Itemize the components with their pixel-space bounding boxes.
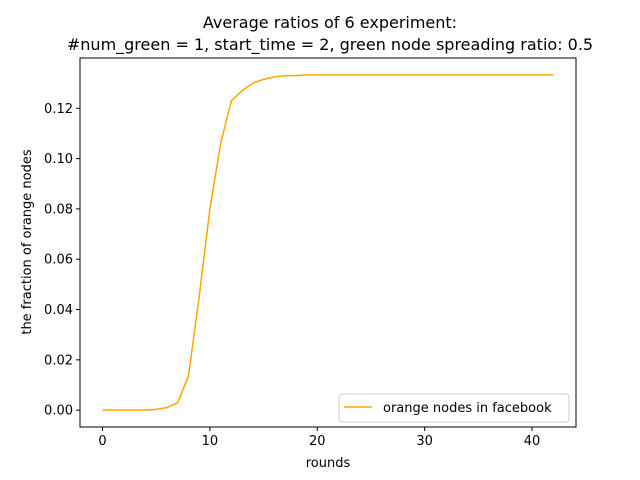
legend-entry-orange-nodes: orange nodes in facebook	[383, 401, 552, 416]
chart-title-line-2: #num_green = 1, start_time = 2, green no…	[67, 35, 593, 55]
x-tick-label: 30	[416, 434, 433, 449]
x-tick-label: 40	[524, 434, 541, 449]
series-line-0	[102, 74, 554, 411]
axes-frame	[79, 57, 577, 428]
y-tick-label: 0.12	[44, 102, 73, 117]
y-tick-label: 0.10	[44, 152, 73, 167]
y-tick-label: 0.00	[44, 404, 73, 419]
x-axis-label: rounds	[306, 456, 351, 471]
y-tick-label: 0.02	[44, 353, 73, 368]
plot-area	[102, 74, 554, 411]
x-tick-label: 0	[98, 434, 106, 449]
y-tick-label: 0.06	[44, 253, 73, 268]
legend: orange nodes in facebook	[338, 393, 570, 423]
x-tick-label: 10	[202, 434, 219, 449]
chart-title-line-1: Average ratios of 6 experiment:	[203, 13, 457, 32]
x-axis-ticks: 0 10 20 30 40	[98, 427, 540, 449]
y-axis-ticks: 0.00 0.02 0.04 0.06 0.08 0.10 0.12	[44, 102, 80, 419]
y-tick-label: 0.08	[44, 202, 73, 217]
x-tick-label: 20	[309, 434, 326, 449]
y-axis-label: the fraction of orange nodes	[20, 149, 35, 335]
legend-box	[338, 393, 570, 423]
y-tick-label: 0.04	[44, 303, 73, 318]
